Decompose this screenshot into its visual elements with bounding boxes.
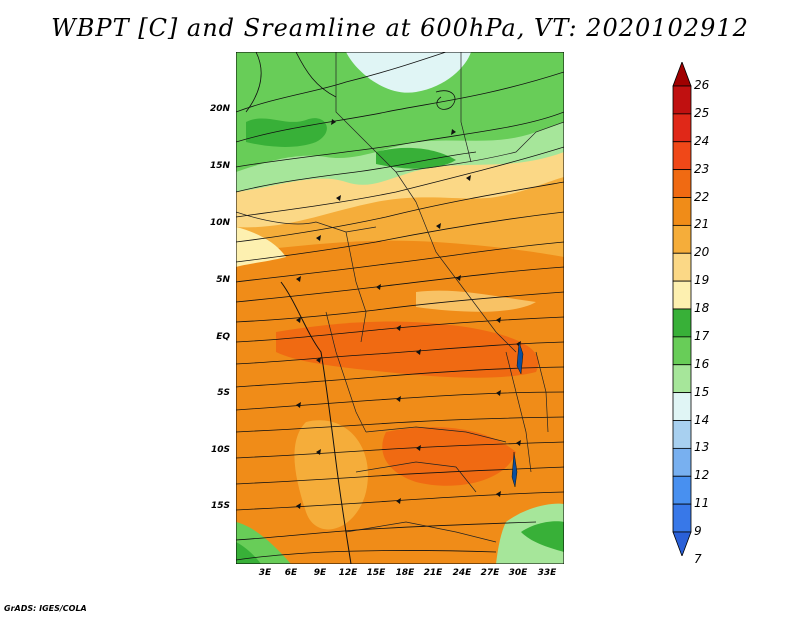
colorbar-segment [672,308,692,338]
colorbar-segment [672,280,692,310]
colorbar-segment [672,475,692,505]
field-sw-darkgreen [236,542,261,564]
colorbar-label: 20 [694,245,710,260]
colorbar-label: 25 [694,105,710,120]
wbpt-streamline-map [236,52,564,564]
colorbar-label: 18 [694,301,710,315]
lat-tick-label: 15S [210,501,230,511]
lat-tick-label: 5S [217,388,230,398]
lat-tick-label: 15N [209,161,230,171]
lon-tick-label: 24E [452,568,472,578]
field-patch-20a [294,420,368,530]
colorbar-top-arrow [672,62,692,87]
colorbar-label: 9 [694,524,702,538]
lat-tick-label: 10N [209,218,230,228]
field-core-22b [382,427,516,486]
streamline-arrows [296,119,521,509]
colorbar-segment [672,447,692,477]
colorbar-label: 19 [694,273,710,288]
chart-title: WBPT [C] and Sreamline at 600hPa, VT: 20… [51,14,749,42]
colorbar-label: 22 [694,189,710,204]
lon-tick-label: 12E [338,568,358,578]
colorbar-segment [672,141,692,171]
field-patch-18a [246,118,327,147]
colorbar-label: 23 [694,161,710,176]
lat-tick-label: 20N [209,104,230,114]
field-patch-18b [376,147,456,169]
lon-tick-label: 3E [258,568,272,578]
colorbar-segment [672,169,692,198]
lat-tick-label: EQ [216,332,230,342]
lon-tick-label: 27E [480,568,500,578]
lon-tick-label: 21E [423,568,443,578]
credit-text: GrADS: IGES/COLA [4,604,87,613]
colorbar-label: 12 [694,468,710,483]
colorbar-label: 26 [694,78,710,92]
colorbar-label: 14 [694,412,710,427]
lat-tick-label: 5N [216,275,230,285]
field-se-darkgreen [521,521,564,552]
colorbar-label: 7 [694,551,702,566]
lon-tick-label: 15E [366,568,386,578]
lon-tick-label: 33E [537,568,557,578]
colorbar-segment [672,503,692,533]
colorbar-label: 15 [694,384,710,399]
colorbar-segment [672,224,692,254]
colorbar-segment [672,85,692,115]
colorbar-segment [672,336,692,366]
colorbar-bottom-arrow [672,531,692,556]
lon-tick-label: 6E [284,568,298,578]
colorbar-label: 17 [694,328,710,343]
colorbar-segment [672,197,692,226]
field-band-17 [236,52,564,172]
colorbar-label: 24 [694,133,710,148]
lat-tick-label: 10S [210,445,230,455]
colorbar-segment [672,392,692,421]
colorbar-segment [672,113,692,143]
lake-b [511,451,518,488]
colorbar-label: 11 [694,496,710,511]
map-panel [236,52,564,564]
field-band-15 [346,52,471,93]
lon-tick-label: 18E [395,568,415,578]
colorbar-segment [672,252,692,282]
field-patch-19a [416,290,536,312]
field-core-22 [276,321,539,378]
colorbar-label: 21 [694,217,710,232]
colorbar-label: 13 [694,440,710,455]
colorbar-segment [672,364,692,394]
colorbar-label: 16 [694,356,710,371]
streamlines [236,52,564,561]
lon-tick-label: 30E [508,568,528,578]
lon-tick-label: 9E [313,568,327,578]
coastline [280,281,352,564]
lake-a [516,341,524,375]
country-borders [236,52,564,543]
colorbar-segment [672,420,692,449]
colorbar [672,62,692,556]
